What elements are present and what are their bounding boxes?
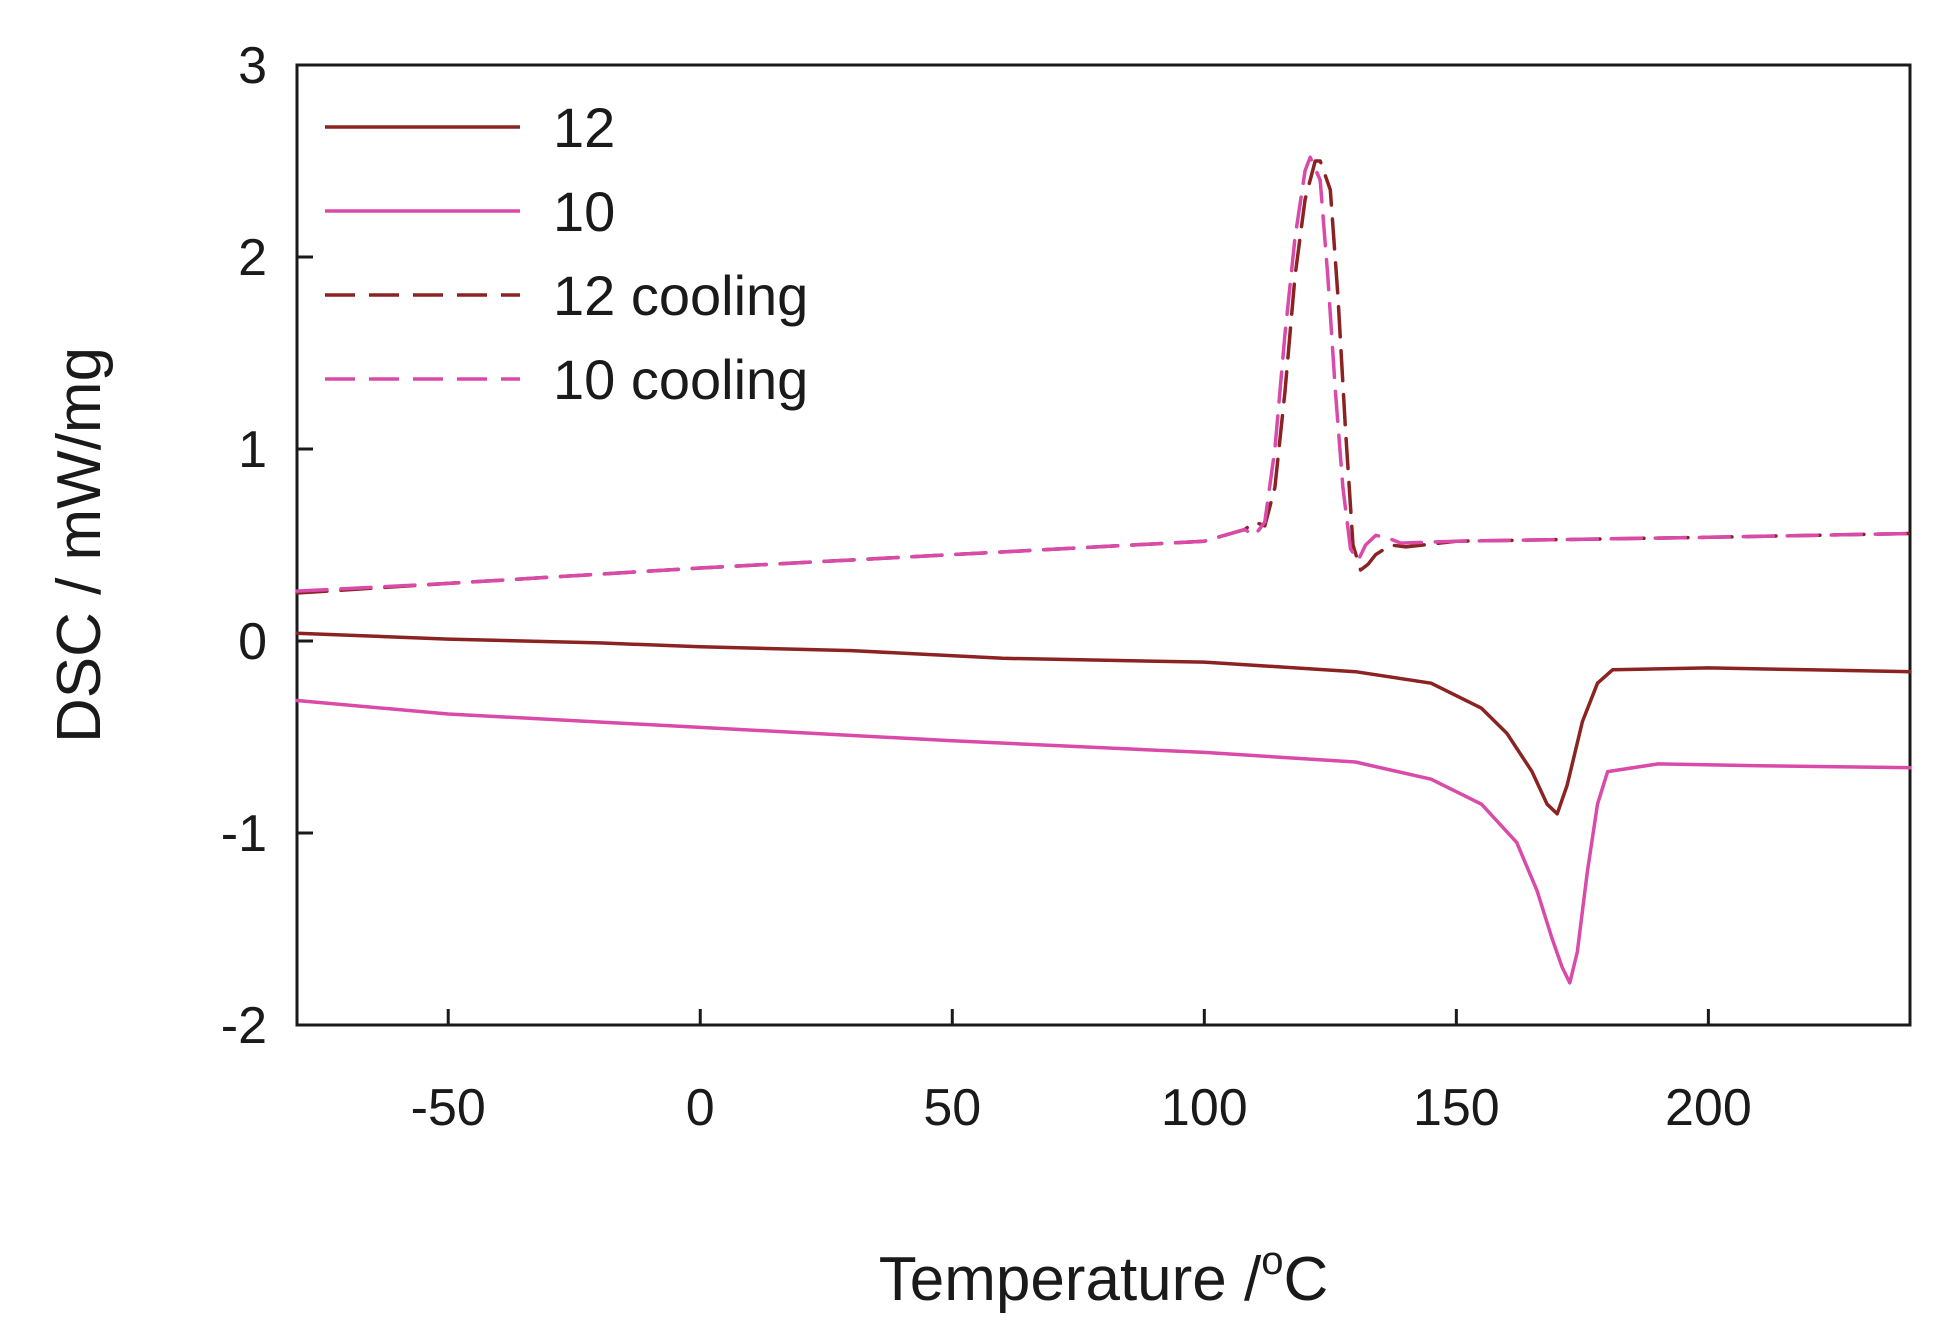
legend-label: 10 cooling [553,348,808,411]
y-tick-label: 3 [238,37,267,95]
x-tick-label: 50 [923,1079,981,1137]
y-tick-label: -2 [221,997,267,1055]
legend-label: 12 [553,96,615,159]
legend-label: 10 [553,180,615,243]
x-axis-title-unit: C [1283,1245,1328,1314]
x-axis: -50 0 50 100 150 200 [411,1009,1752,1137]
series-line-10-cooling [295,155,1912,593]
y-axis-title: DSC / mW/mg [45,347,114,743]
y-tick-label: 0 [238,613,267,671]
plot-frame [295,63,1912,1027]
x-axis-title: Temperature /oC [879,1239,1329,1314]
x-tick-label: 100 [1161,1079,1248,1137]
series-line-12 [295,631,1912,816]
plot-area [295,63,1912,1027]
y-tick-label: 1 [238,421,267,479]
legend: 12 10 12 cooling 10 cooling [325,96,808,411]
series-line-10 [295,698,1912,985]
y-tick-label: 2 [238,229,267,287]
x-tick-label: 200 [1665,1079,1752,1137]
x-axis-title-text: Temperature / [879,1245,1262,1314]
x-axis-title-superscript: o [1261,1239,1283,1283]
x-tick-label: 0 [686,1079,715,1137]
series-line-12-cooling [295,159,1912,595]
series-layer [295,155,1912,985]
x-tick-label: 150 [1413,1079,1500,1137]
legend-label: 12 cooling [553,264,808,327]
y-axis: -2 -1 0 1 2 3 [221,37,313,1055]
y-tick-label: -1 [221,805,267,863]
x-tick-label: -50 [411,1079,486,1137]
